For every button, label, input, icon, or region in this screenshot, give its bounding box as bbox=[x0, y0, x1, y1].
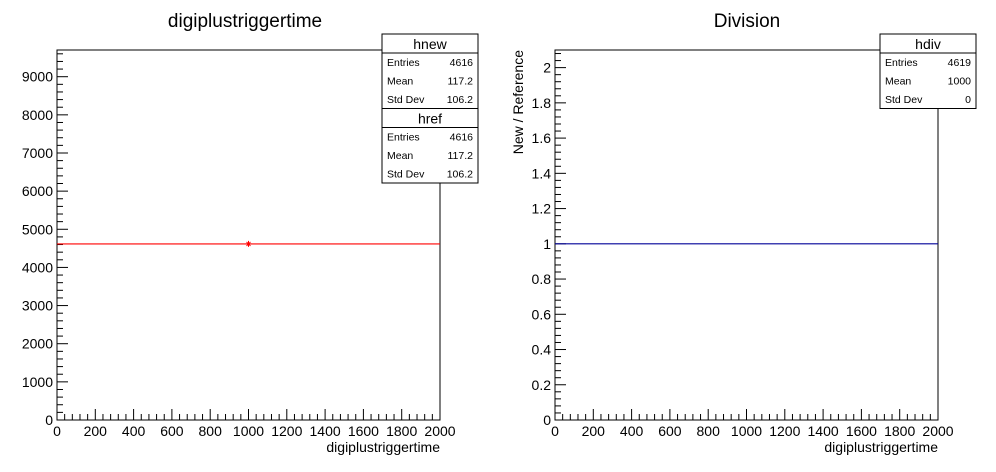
stats-row-label: Std Dev bbox=[387, 169, 425, 181]
right-x-tick-label: 1000 bbox=[731, 423, 762, 439]
left-chart-title: digiplustriggertime bbox=[168, 11, 322, 32]
left-x-tick-label: 0 bbox=[53, 423, 61, 439]
right-x-tick-label: 1800 bbox=[884, 423, 915, 439]
stats-box-title: hdiv bbox=[915, 36, 941, 52]
right-y-tick-label: 1 bbox=[543, 236, 551, 252]
stats-row-label: Std Dev bbox=[387, 94, 425, 106]
right-x-tick-label: 1400 bbox=[808, 423, 839, 439]
stats-row-label: Std Dev bbox=[885, 94, 923, 106]
stats-row-value: 106.2 bbox=[447, 94, 473, 106]
stats-row-label: Mean bbox=[885, 76, 911, 88]
left-stats-box-hnew: hnew Entries 4616 Mean 117.2 Std Dev 106.2 bbox=[381, 33, 479, 109]
left-x-tick-label: 1400 bbox=[310, 423, 341, 439]
left-y-tick-label: 2000 bbox=[22, 336, 53, 352]
right-chart-title: Division bbox=[714, 11, 781, 32]
right-x-tick-label: 400 bbox=[620, 423, 644, 439]
right-y-tick-label: 0.6 bbox=[532, 306, 552, 322]
right-x-tick-label: 800 bbox=[697, 423, 721, 439]
stats-row-label: Mean bbox=[387, 76, 413, 88]
left-y-tick-label: 3000 bbox=[22, 298, 53, 314]
stats-row-label: Entries bbox=[387, 132, 420, 144]
right-x-tick-label: 200 bbox=[582, 423, 606, 439]
right-x-tick-label: 1600 bbox=[846, 423, 877, 439]
left-histogram-panel: digiplustriggertime digiplustriggertime … bbox=[22, 11, 479, 455]
left-series-group bbox=[57, 240, 440, 247]
right-division-panel: Division digiplustriggertime New / Refer… bbox=[510, 11, 977, 455]
right-y-tick-label: 1.6 bbox=[532, 130, 552, 146]
left-y-tick-label: 4000 bbox=[22, 259, 53, 275]
left-x-tick-label: 1600 bbox=[348, 423, 379, 439]
stats-row-value: 1000 bbox=[948, 76, 972, 88]
left-y-tick-label: 0 bbox=[45, 412, 53, 428]
stats-row-label: Mean bbox=[387, 150, 413, 162]
left-y-tick-label: 5000 bbox=[22, 221, 53, 237]
stats-row-value: 117.2 bbox=[448, 150, 474, 162]
right-x-tick-label: 2000 bbox=[922, 423, 953, 439]
stats-row-value: 0 bbox=[965, 94, 971, 106]
stats-box-title: hnew bbox=[413, 36, 447, 52]
left-stats-box-href: href Entries 4616 Mean 117.2 Std Dev 106.2 bbox=[381, 108, 479, 184]
left-x-tick-label: 1200 bbox=[271, 423, 302, 439]
stats-row-value: 4616 bbox=[450, 132, 474, 144]
right-stats-boxes: hdiv Entries 4619 Mean 1000 Std Dev 0 bbox=[879, 33, 977, 109]
right-y-tick-label: 1.2 bbox=[532, 201, 552, 217]
right-x-tick-label: 1200 bbox=[769, 423, 800, 439]
stats-row-label: Entries bbox=[387, 57, 420, 69]
left-y-tick-label: 9000 bbox=[22, 69, 53, 85]
left-x-tick-label: 600 bbox=[160, 423, 184, 439]
right-y-tick-label: 0.2 bbox=[532, 377, 552, 393]
stats-box-title: href bbox=[418, 111, 442, 127]
right-axis-ticks: 0 200 400 600 800 1000 1200 1400 1600 1800 2000 0 0.… bbox=[532, 53, 954, 439]
stats-row-value: 117.2 bbox=[448, 76, 474, 88]
left-y-tick-label: 8000 bbox=[22, 107, 53, 123]
stats-row-label: Entries bbox=[885, 57, 918, 69]
right-x-axis-label: digiplustriggertime bbox=[824, 439, 938, 455]
left-x-tick-label: 1000 bbox=[233, 423, 264, 439]
right-y-axis-label: New / Reference bbox=[510, 50, 526, 154]
left-axis-ticks: 0 200 400 600 800 1000 1200 1400 1600 1800 2000 0 10… bbox=[22, 53, 456, 439]
right-stats-box-hdiv: hdiv Entries 4619 Mean 1000 Std Dev 0 bbox=[879, 33, 977, 109]
right-y-tick-label: 0.4 bbox=[532, 342, 552, 358]
left-x-tick-label: 2000 bbox=[424, 423, 455, 439]
left-x-tick-label: 400 bbox=[122, 423, 146, 439]
left-href-star-marker bbox=[245, 240, 252, 247]
right-y-tick-label: 2 bbox=[543, 60, 551, 76]
left-y-tick-label: 7000 bbox=[22, 145, 53, 161]
left-y-tick-label: 1000 bbox=[22, 374, 53, 390]
left-x-axis-label: digiplustriggertime bbox=[326, 439, 440, 455]
stats-row-value: 106.2 bbox=[447, 169, 473, 181]
left-y-tick-label: 6000 bbox=[22, 183, 53, 199]
right-y-tick-label: 0 bbox=[543, 412, 551, 428]
right-y-tick-label: 1.4 bbox=[532, 165, 552, 181]
right-y-tick-label: 0.8 bbox=[532, 271, 552, 287]
stats-row-value: 4619 bbox=[948, 57, 972, 69]
right-x-tick-label: 0 bbox=[551, 423, 559, 439]
left-x-tick-label: 1800 bbox=[386, 423, 417, 439]
stats-row-value: 4616 bbox=[450, 57, 474, 69]
left-x-tick-label: 800 bbox=[199, 423, 223, 439]
left-x-tick-label: 200 bbox=[84, 423, 108, 439]
right-y-tick-label: 1.8 bbox=[532, 95, 552, 111]
right-x-tick-label: 600 bbox=[658, 423, 682, 439]
